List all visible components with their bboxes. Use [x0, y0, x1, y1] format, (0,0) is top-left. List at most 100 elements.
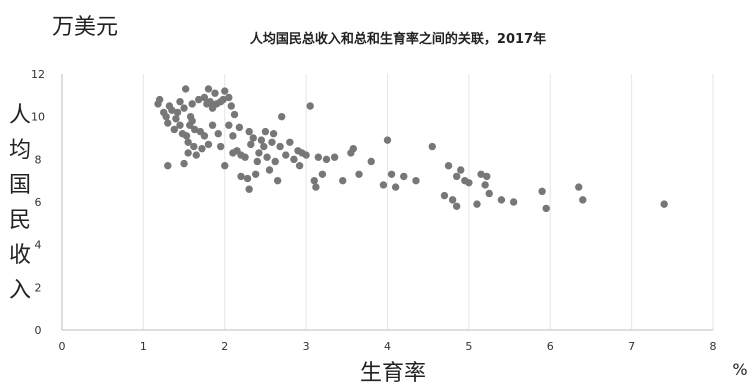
data-point [314, 153, 323, 161]
data-point [173, 108, 182, 117]
data-point [302, 151, 310, 159]
data-point [230, 110, 239, 119]
y-axis-label-char: 入 [9, 278, 31, 303]
data-point [322, 155, 331, 164]
data-point [200, 132, 209, 140]
data-point [253, 157, 261, 166]
data-point [263, 153, 271, 161]
x-tick-label: 8 [710, 340, 717, 353]
data-point [235, 123, 244, 132]
data-point [273, 176, 282, 185]
data-point [184, 149, 192, 157]
data-point [269, 130, 278, 138]
data-point [265, 166, 274, 174]
unit-label: 万美元 [52, 15, 118, 40]
data-point [214, 130, 222, 138]
data-point [245, 185, 253, 193]
data-point [379, 181, 388, 189]
data-point [241, 153, 249, 161]
data-point [227, 102, 235, 110]
data-point [172, 115, 180, 123]
data-point [542, 204, 550, 213]
x-axis-unit: % [732, 360, 747, 379]
data-point [481, 181, 489, 189]
data-point [164, 162, 172, 170]
data-point [312, 183, 320, 191]
data-point [330, 153, 339, 161]
y-tick-label: 8 [35, 153, 42, 166]
x-tick-label: 3 [303, 340, 310, 353]
data-point [164, 119, 172, 127]
data-point [249, 134, 257, 142]
data-point [200, 93, 209, 102]
data-point [257, 136, 266, 144]
y-tick-label: 12 [31, 68, 45, 81]
y-axis-label-char: 均 [9, 138, 31, 163]
data-point [192, 151, 200, 159]
x-tick-label: 1 [140, 340, 147, 353]
data-point [188, 100, 196, 108]
data-point [485, 189, 493, 198]
data-point [221, 87, 229, 95]
x-tick-label: 5 [465, 340, 472, 353]
data-point [367, 157, 375, 166]
chart-title: 人均国民总收入和总和生育率之间的关联，2017年 [250, 31, 546, 47]
data-point [176, 121, 184, 129]
data-point [216, 142, 225, 151]
data-point [204, 140, 213, 149]
data-point [162, 112, 170, 121]
data-point [448, 196, 457, 204]
data-point [509, 198, 518, 206]
data-point [465, 179, 473, 187]
data-points [154, 85, 668, 213]
data-point [318, 170, 327, 178]
x-tick-label: 0 [59, 340, 66, 353]
data-point [206, 98, 214, 106]
data-point [198, 144, 206, 153]
y-axis-label-char: 人 [9, 103, 31, 128]
data-point [444, 162, 453, 170]
y-tick-label: 10 [31, 111, 45, 124]
y-axis-label-char: 民 [9, 208, 31, 233]
data-point [278, 112, 286, 121]
data-point [276, 142, 284, 151]
data-point [190, 142, 198, 151]
data-point [229, 132, 237, 140]
data-point [181, 85, 190, 93]
data-point [383, 136, 392, 144]
data-point [182, 132, 191, 140]
data-point [237, 172, 245, 181]
y-tick-label: 0 [35, 324, 42, 337]
x-tick-label: 2 [221, 340, 228, 353]
x-tick-label: 4 [384, 340, 391, 353]
data-point [483, 172, 491, 181]
data-point [155, 95, 164, 104]
data-point [261, 127, 270, 136]
y-tick-label: 4 [35, 239, 42, 252]
y-tick-label: 2 [35, 281, 42, 294]
data-point [452, 172, 461, 181]
data-point [271, 157, 279, 166]
data-point [211, 89, 219, 97]
data-point [247, 140, 255, 149]
y-tick-label: 6 [35, 196, 42, 209]
data-point [290, 155, 298, 164]
data-point [428, 142, 436, 151]
data-point [245, 127, 253, 136]
axes [61, 74, 713, 331]
y-axis-label-char: 收 [9, 243, 31, 268]
data-point [579, 196, 587, 204]
x-tick-labels: 0 1 2 3 4 5 6 7 8 [59, 340, 717, 353]
data-point [473, 200, 481, 208]
data-point [400, 172, 408, 181]
data-point [310, 176, 318, 185]
data-point [660, 200, 668, 208]
data-point [295, 162, 304, 170]
data-point [412, 176, 420, 185]
data-point [286, 138, 294, 146]
data-point [349, 144, 358, 153]
data-point [339, 176, 347, 185]
data-point [440, 191, 449, 200]
data-point [195, 95, 203, 104]
